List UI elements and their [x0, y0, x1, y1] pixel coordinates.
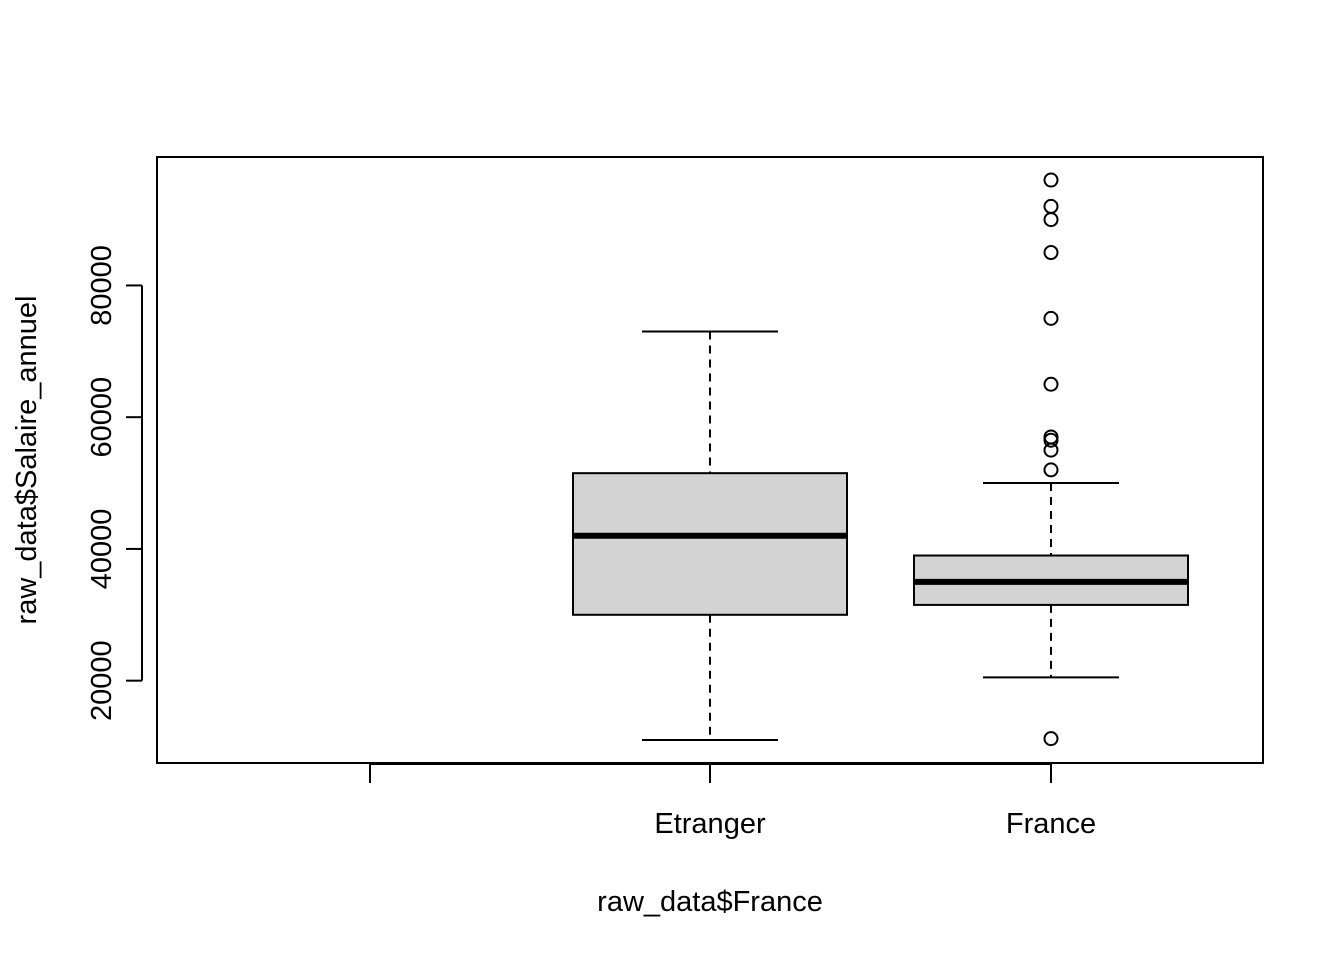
y-axis: 20000 40000 60000 80000: [86, 245, 143, 721]
outlier-point-5: [1043, 376, 1059, 392]
outlier-point-8: [1043, 212, 1059, 228]
x-axis: Etranger France: [369, 763, 1096, 840]
x-tick-label-2: France: [1006, 808, 1096, 840]
outlier-point-4: [1043, 429, 1059, 445]
outlier-point-1: [1043, 462, 1059, 478]
y-tick-label-2: 60000: [86, 377, 118, 458]
outlier-point-10: [1043, 172, 1059, 188]
y-tick-label-0: 20000: [86, 640, 118, 721]
boxes-group: [572, 172, 1189, 747]
outlier-point-0: [1043, 731, 1059, 747]
outlier-point-9: [1043, 198, 1059, 214]
y-tick-label-3: 80000: [86, 245, 118, 326]
y-axis-label: raw_data$Salaire_annuel: [11, 296, 43, 625]
outlier-point-6: [1043, 310, 1059, 326]
iqr-box: [572, 472, 848, 616]
box-france: [913, 172, 1189, 747]
x-axis-label: raw_data$France: [597, 886, 823, 918]
outlier-point-7: [1043, 245, 1059, 261]
x-tick-label-1: Etranger: [654, 808, 766, 840]
box-etranger: [572, 330, 848, 741]
y-tick-label-1: 40000: [86, 509, 118, 590]
